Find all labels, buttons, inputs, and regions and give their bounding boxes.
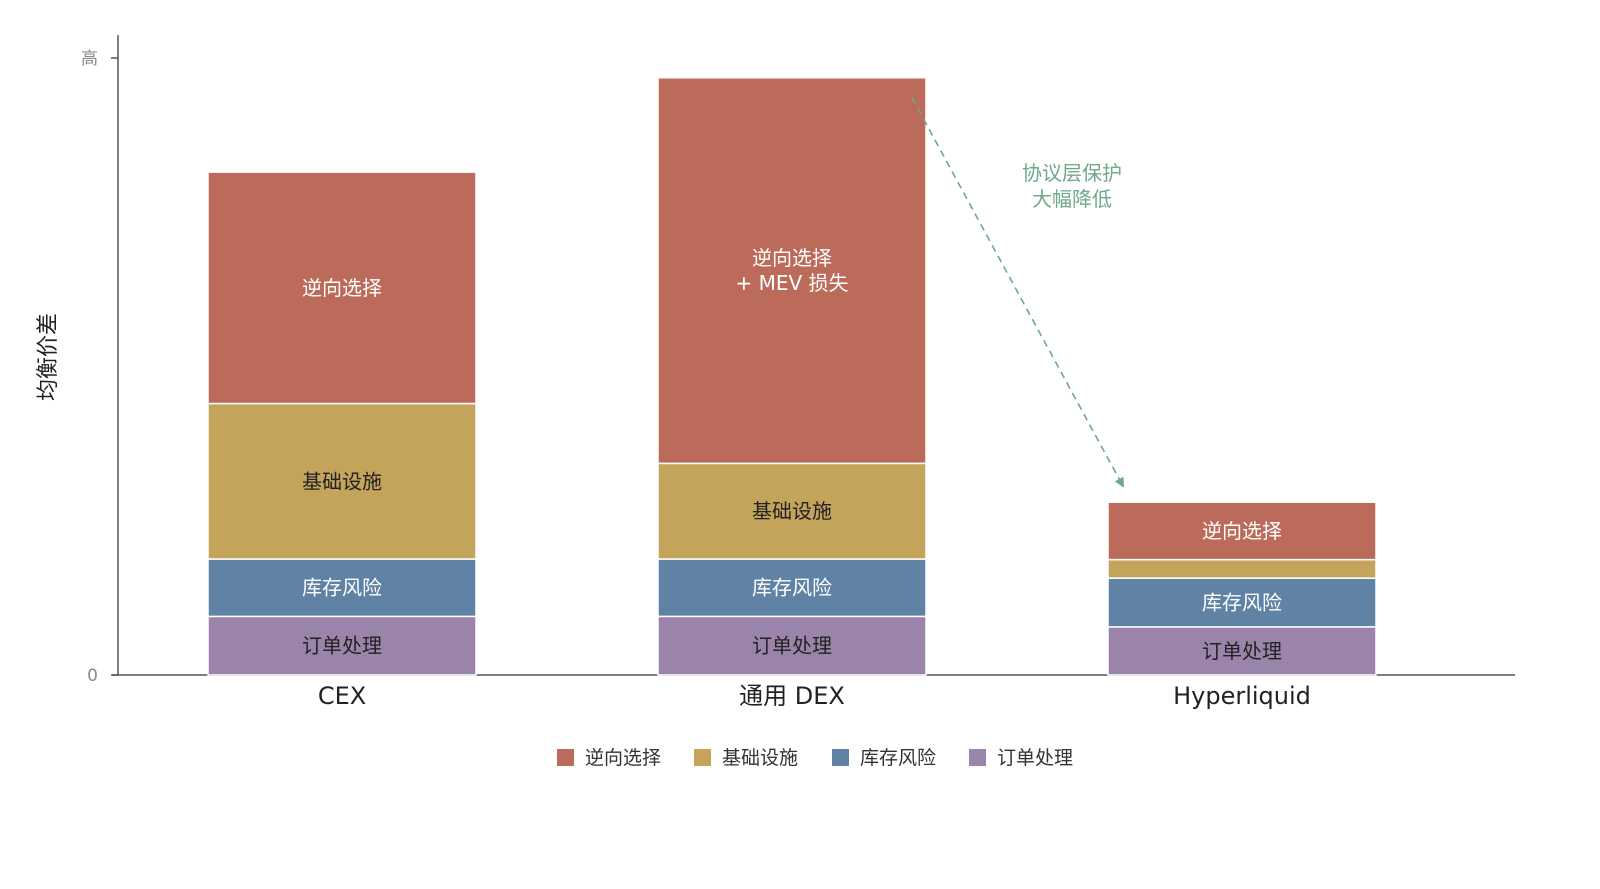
bar-segment-label: 订单处理 xyxy=(302,634,382,658)
legend-label: 库存风险 xyxy=(860,747,936,769)
bar-segment-label: 逆向选择 xyxy=(1202,519,1282,543)
bar-segment xyxy=(1107,626,1377,676)
bar-segment xyxy=(657,462,927,560)
bar-segment xyxy=(1107,558,1377,579)
legend-item: 逆向选择 xyxy=(557,747,661,769)
bar-segment-label: 订单处理 xyxy=(1202,639,1282,663)
bar-segment-label: 逆向选择+ MEV 损失 xyxy=(735,246,848,295)
legend-label: 订单处理 xyxy=(997,747,1073,769)
bar-segment-label: 库存风险 xyxy=(302,576,382,600)
bar-segment-label: 基础设施 xyxy=(302,469,382,493)
legend-swatch xyxy=(557,749,574,766)
annotation: 协议层保护大幅降低 xyxy=(911,97,1124,488)
bar-segment xyxy=(1107,501,1377,561)
legend-swatch xyxy=(694,749,711,766)
legend: 逆向选择 基础设施 库存风险 订单处理 xyxy=(557,747,1073,769)
legend-label: 逆向选择 xyxy=(585,747,661,769)
y-tick-label: 0 xyxy=(87,666,98,686)
bar-segment-label: 订单处理 xyxy=(752,634,832,658)
annotation-text: 协议层保护大幅降低 xyxy=(1022,161,1122,211)
bar-segment xyxy=(657,615,927,676)
legend-swatch xyxy=(969,749,986,766)
legend-item: 订单处理 xyxy=(969,747,1073,769)
bar-segment-label: 基础设施 xyxy=(752,499,832,523)
bar-segment-label: 库存风险 xyxy=(1202,591,1282,615)
bar-segment xyxy=(1107,577,1377,628)
legend-label: 基础设施 xyxy=(722,747,798,769)
bar-segment xyxy=(657,76,927,465)
x-category-label: CEX xyxy=(318,682,366,710)
y-axis-label: 均衡价差 xyxy=(36,313,61,401)
legend-swatch xyxy=(832,749,849,766)
legend-item: 基础设施 xyxy=(694,747,798,769)
bars xyxy=(207,76,1377,676)
bar-segment-label: 库存风险 xyxy=(752,576,832,600)
x-category-label: 通用 DEX xyxy=(739,682,845,710)
legend-item: 库存风险 xyxy=(832,747,936,769)
bar-segment-label: 逆向选择 xyxy=(302,276,382,300)
y-tick-label: 高 xyxy=(81,49,98,69)
annotation-arrow xyxy=(911,97,1124,488)
bar-segment xyxy=(207,171,477,405)
x-category-label: Hyperliquid xyxy=(1173,682,1311,710)
bar-segment xyxy=(657,558,927,618)
